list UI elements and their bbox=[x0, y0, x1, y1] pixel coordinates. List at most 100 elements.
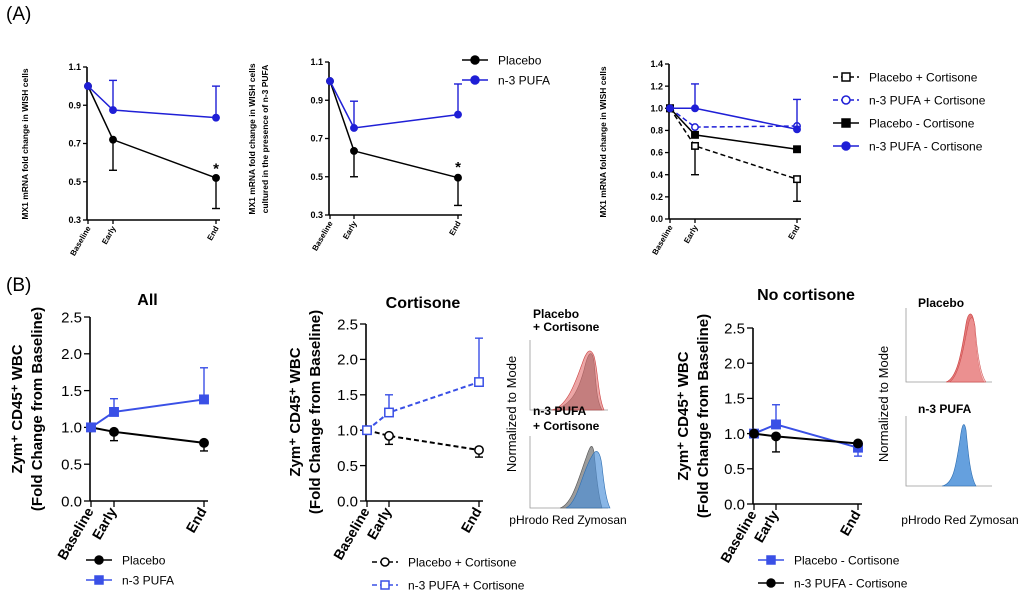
x-tick-label: Baseline bbox=[310, 219, 335, 252]
panel-label-a: (A) bbox=[6, 4, 31, 25]
histogram-cortisone-xlabel: pHrodo Red Zymosan bbox=[509, 513, 626, 527]
y-axis-label: Zym⁺ CD45⁺ WBC bbox=[9, 344, 26, 473]
legend-marker bbox=[841, 72, 851, 82]
legend-label: n-3 PUFA - Cortisone bbox=[794, 576, 908, 590]
histogram-no-cortisone-top bbox=[905, 308, 992, 383]
histogram-label-line: + Cortisone bbox=[533, 419, 600, 433]
legend-label: n-3 PUFA bbox=[498, 73, 550, 87]
significance-star: * bbox=[455, 159, 461, 176]
series-1 bbox=[84, 79, 220, 122]
chart-title: All bbox=[137, 292, 157, 309]
histogram-label-line: n-3 PUFA bbox=[918, 402, 972, 416]
histogram-no-cortisone-bottom bbox=[905, 416, 992, 487]
chart-b2: Cortisone0.00.51.01.52.02.5BaselineEarly… bbox=[287, 295, 485, 562]
data-point bbox=[86, 422, 96, 433]
y-tick-label: 0.5 bbox=[310, 172, 323, 182]
legend-marker bbox=[841, 118, 851, 128]
x-tick-label: Early bbox=[341, 219, 359, 241]
data-point bbox=[771, 431, 781, 442]
legend-label: n-3 PUFA + Cortisone bbox=[408, 578, 525, 592]
series-line bbox=[669, 107, 798, 128]
histogram-cortisone-bottom bbox=[529, 436, 611, 509]
data-point bbox=[109, 106, 117, 114]
legend-label: n-3 PUFA bbox=[122, 573, 174, 587]
histogram-cortisone-top bbox=[529, 340, 608, 411]
data-point bbox=[691, 104, 699, 113]
data-point bbox=[199, 437, 209, 448]
legend-marker bbox=[380, 580, 390, 590]
y-tick-label: 0.5 bbox=[724, 461, 745, 478]
series-line bbox=[753, 432, 859, 445]
series-0 bbox=[86, 422, 209, 452]
y-tick-label: 1.0 bbox=[337, 422, 358, 439]
y-tick-label: 1.5 bbox=[724, 391, 745, 408]
legend-label: Placebo + Cortisone bbox=[408, 555, 517, 569]
data-point bbox=[384, 407, 394, 418]
data-point bbox=[793, 125, 801, 134]
series-1 bbox=[326, 77, 462, 132]
histogram-cortisone-ylabel: Normalized to Mode bbox=[504, 356, 519, 472]
y-tick-label: 2.5 bbox=[61, 309, 82, 326]
data-point bbox=[793, 145, 801, 154]
series-line bbox=[87, 85, 217, 179]
histogram-panel-cortisone: Normalized to Mode Placebo + Cortisone n-… bbox=[504, 307, 627, 527]
legend-b2: Placebo + Cortisone n-3 PUFA + Cortisone bbox=[372, 555, 525, 592]
x-tick-label: End bbox=[458, 505, 485, 536]
series-3 bbox=[666, 83, 801, 134]
y-tick-label: 2.0 bbox=[724, 355, 745, 372]
y-tick-label: 1.0 bbox=[724, 426, 745, 443]
data-point bbox=[691, 141, 699, 150]
x-tick-label: Early bbox=[751, 507, 782, 545]
y-axis-label: MX1 mRNA fold change in WISH cells bbox=[598, 66, 608, 218]
legend-marker bbox=[380, 557, 390, 567]
legend-marker bbox=[94, 555, 104, 565]
y-axis-label: MX1 mRNA fold change in WISH cells bbox=[247, 63, 257, 215]
y-tick-label: 2.5 bbox=[724, 320, 745, 337]
histogram-pufa-blue bbox=[565, 451, 611, 509]
histogram-no-cortisone-bottom-label: n-3 PUFA bbox=[918, 402, 972, 416]
y-tick-label: 0.4 bbox=[650, 170, 663, 180]
y-tick-label: 1.1 bbox=[68, 62, 81, 72]
histogram-placebo-red-light bbox=[949, 317, 987, 383]
data-point bbox=[199, 394, 209, 405]
y-axis-label-2: (Fold Change from Baseline) bbox=[695, 314, 712, 518]
chart-a1: 0.3 0.5 0.7 0.9 1.1 Baseline Early End MX1 mRNA … bbox=[20, 62, 221, 257]
y-tick-label: 0.0 bbox=[337, 493, 358, 510]
y-axis-label-2: (Fold Change from Baseline) bbox=[29, 307, 46, 511]
legend-label: Placebo + Cortisone bbox=[869, 70, 978, 84]
legend-marker bbox=[766, 555, 776, 565]
y-tick-label: 0.9 bbox=[310, 95, 323, 105]
y-tick-label: 0.5 bbox=[337, 458, 358, 475]
x-tick-label: Early bbox=[100, 224, 118, 246]
histogram-no-cortisone-xlabel: pHrodo Red Zymosan bbox=[901, 513, 1018, 527]
data-point bbox=[771, 419, 781, 430]
histogram-no-cortisone-ylabel: Normalized to Mode bbox=[876, 346, 891, 462]
data-point bbox=[474, 445, 484, 455]
y-axis-label: MX1 mRNA fold change in WISH cells bbox=[20, 68, 30, 220]
x-tick-label: End bbox=[837, 508, 864, 539]
legend-label: Placebo - Cortisone bbox=[869, 116, 975, 130]
series-0 bbox=[666, 104, 801, 202]
data-point bbox=[109, 135, 117, 144]
data-point bbox=[853, 438, 863, 449]
y-tick-label: 1.4 bbox=[650, 59, 663, 69]
y-tick-label: 1.1 bbox=[310, 57, 323, 67]
y-tick-label: 0.5 bbox=[61, 456, 82, 473]
x-tick-label: End bbox=[183, 505, 210, 536]
series-0 bbox=[326, 77, 462, 207]
data-point bbox=[454, 173, 462, 182]
y-tick-label: 0.2 bbox=[650, 192, 663, 202]
data-point bbox=[474, 377, 484, 388]
data-point bbox=[326, 77, 334, 86]
chart-a2: 0.3 0.5 0.7 0.9 1.1 Baseline Early End MX1 mRNA … bbox=[247, 57, 463, 252]
histogram-cortisone-top-label: Placebo + Cortisone bbox=[533, 307, 600, 334]
data-point bbox=[109, 406, 119, 417]
x-tick-label: Early bbox=[364, 504, 395, 542]
legend-label: Placebo bbox=[498, 53, 542, 67]
y-tick-label: 1.5 bbox=[337, 387, 358, 404]
y-tick-label: 1.5 bbox=[61, 383, 82, 400]
series-line bbox=[669, 107, 798, 150]
series-line bbox=[669, 107, 798, 180]
histogram-axes bbox=[905, 416, 992, 487]
